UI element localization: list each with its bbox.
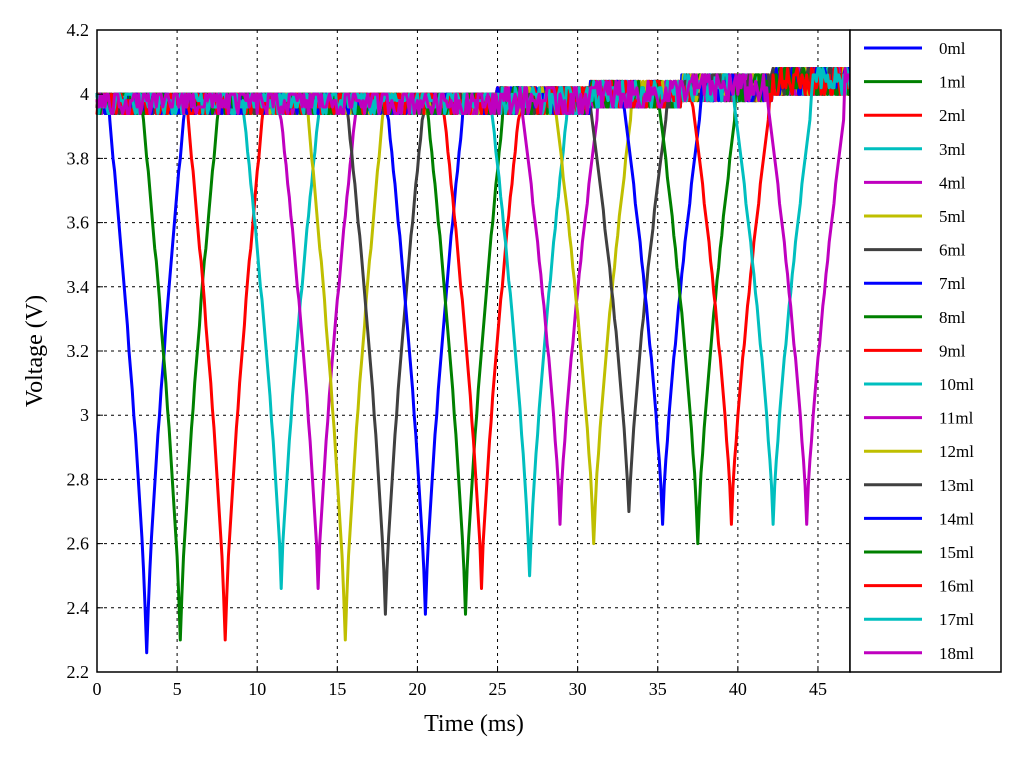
x-tick-label: 10: [248, 679, 266, 699]
x-tick-label: 40: [729, 679, 747, 699]
legend-label-8ml: 8ml: [939, 308, 966, 327]
legend-label-3ml: 3ml: [939, 140, 966, 159]
x-tick-label: 35: [649, 679, 667, 699]
y-tick-label: 2.8: [67, 469, 90, 489]
legend-label-13ml: 13ml: [939, 476, 974, 495]
y-tick-label: 3.6: [67, 213, 90, 233]
y-tick-label: 4: [80, 84, 89, 104]
series-line-18ml: [95, 67, 852, 526]
x-tick-label: 30: [569, 679, 587, 699]
legend: 0ml 1ml 2ml 3ml 4ml 5ml 6ml 7ml 8ml 9ml 10ml 11ml 12…: [849, 29, 1002, 673]
y-tick-label: 2.6: [67, 534, 90, 554]
axis-ticks: 0 5 10 15 20 25 30 35 40 45 2.2 2.4 2.6 2.8 3 3.2 3.4 3.6…: [67, 20, 827, 699]
legend-label-9ml: 9ml: [939, 341, 966, 360]
x-tick-label: 5: [173, 679, 182, 699]
legend-label-2ml: 2ml: [939, 106, 966, 125]
legend-label-7ml: 7ml: [939, 274, 966, 293]
legend-label-1ml: 1ml: [939, 73, 966, 92]
y-axis-label: Voltage (V): [22, 295, 48, 407]
legend-label-16ml: 16ml: [939, 577, 974, 596]
legend-label-14ml: 14ml: [939, 509, 974, 528]
x-tick-label: 45: [809, 679, 827, 699]
legend-label-4ml: 4ml: [939, 173, 966, 192]
legend-label-10ml: 10ml: [939, 375, 974, 394]
x-tick-label: 15: [328, 679, 346, 699]
legend-label-18ml: 18ml: [939, 644, 974, 663]
y-tick-label: 2.4: [67, 598, 90, 618]
x-tick-label: 25: [489, 679, 507, 699]
legend-label-5ml: 5ml: [939, 207, 966, 226]
y-tick-label: 3: [80, 405, 89, 425]
legend-label-0ml: 0ml: [939, 39, 966, 58]
x-tick-label: 20: [408, 679, 426, 699]
y-tick-label: 4.2: [67, 20, 90, 40]
y-tick-label: 2.2: [67, 662, 90, 682]
y-tick-label: 3.8: [67, 148, 90, 168]
series-lines: [95, 67, 852, 655]
legend-label-17ml: 17ml: [939, 610, 974, 629]
x-axis-label: Time (ms): [424, 711, 524, 737]
series-line-17ml: [95, 67, 852, 526]
y-tick-label: 3.4: [67, 277, 90, 297]
legend-label-11ml: 11ml: [939, 409, 974, 428]
x-tick-label: 0: [93, 679, 102, 699]
y-tick-label: 3.2: [67, 341, 90, 361]
legend-label-12ml: 12ml: [939, 442, 974, 461]
legend-label-15ml: 15ml: [939, 543, 974, 562]
legend-label-6ml: 6ml: [939, 241, 966, 260]
